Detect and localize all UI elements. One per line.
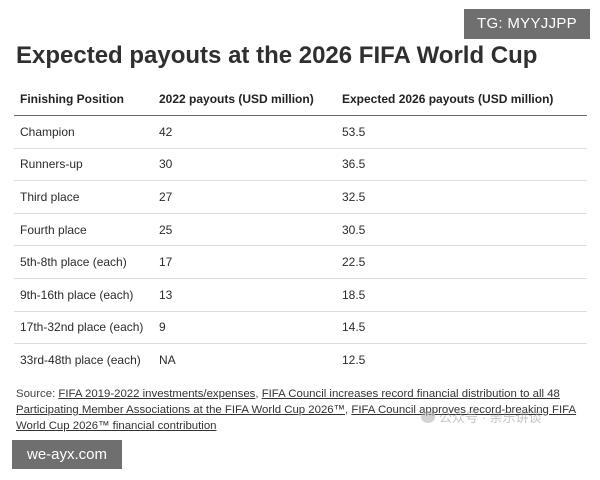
cell-position: Champion (14, 115, 153, 149)
table-row: 9th-16th place (each) 13 18.5 (14, 278, 587, 312)
cell-2022: 17 (153, 245, 336, 279)
cell-2022: 9 (153, 311, 336, 345)
table-row: 17th-32nd place (each) 9 14.5 (14, 311, 587, 345)
cell-2022: 27 (153, 180, 336, 214)
cell-2026: 36.5 (336, 148, 587, 182)
source-note: Source: FIFA 2019-2022 investments/expen… (16, 386, 590, 434)
site-watermark-badge: we-ayx.com (12, 440, 122, 469)
cell-2026: 12.5 (342, 352, 366, 367)
cell-2022: 30 (153, 148, 336, 182)
table-row: Fourth place 25 30.5 (14, 213, 587, 247)
cell-2026: 30.5 (336, 213, 587, 247)
cell-2026: 14.5 (336, 311, 587, 345)
cell-position: Runners-up (14, 148, 153, 182)
table-header-row: Finishing Position 2022 payouts (USD mil… (14, 83, 587, 116)
table-row: 33rd-48th place (each) NA 12.5 (14, 344, 587, 376)
table-row: Champion 42 53.5 (14, 115, 587, 149)
cell-2026: 32.5 (336, 180, 587, 214)
cell-position: 33rd-48th place (each) (20, 352, 141, 367)
wechat-watermark-text: 公众号 · 亲乐讲谈 (439, 410, 542, 425)
wechat-icon (421, 410, 435, 423)
cell-2022: 13 (153, 278, 336, 312)
source-link-investments[interactable]: FIFA 2019-2022 investments/expenses (58, 388, 256, 400)
wechat-watermark: 公众号 · 亲乐讲谈 (421, 407, 542, 426)
source-link-council-distribution[interactable]: FIFA Council increases record financial … (16, 388, 560, 416)
table-row: 5th-8th place (each) 17 22.5 (14, 245, 587, 279)
payout-table: Finishing Position 2022 payouts (USD mil… (14, 83, 587, 376)
table-row: Third place 27 32.5 (14, 180, 587, 214)
cell-position: 17th-32nd place (each) (14, 311, 153, 345)
header-finishing-position: Finishing Position (14, 83, 153, 116)
source-separator: , (255, 388, 262, 400)
header-2022-payouts: 2022 payouts (USD million) (153, 83, 336, 116)
cell-2022: 25 (153, 213, 336, 247)
cell-position: 9th-16th place (each) (14, 278, 153, 312)
source-separator: , (345, 404, 352, 416)
cell-position: Third place (14, 180, 153, 214)
cell-position: 5th-8th place (each) (14, 245, 153, 279)
tg-watermark-badge: TG: MYYJJPP (464, 9, 590, 39)
cell-position: Fourth place (14, 213, 153, 247)
page-title: Expected payouts at the 2026 FIFA World … (16, 42, 538, 69)
cell-2026: 53.5 (336, 115, 587, 149)
table-row: Runners-up 30 36.5 (14, 148, 587, 182)
header-2026-payouts: Expected 2026 payouts (USD million) (336, 83, 587, 116)
cell-2026: 18.5 (336, 278, 587, 312)
cell-2022: NA (159, 352, 176, 367)
source-prefix: Source: (16, 388, 59, 400)
source-link-council-contribution[interactable]: FIFA Council approves record-breaking FI… (16, 404, 577, 432)
cell-2022: 42 (153, 115, 336, 149)
cell-2026: 22.5 (336, 245, 587, 279)
